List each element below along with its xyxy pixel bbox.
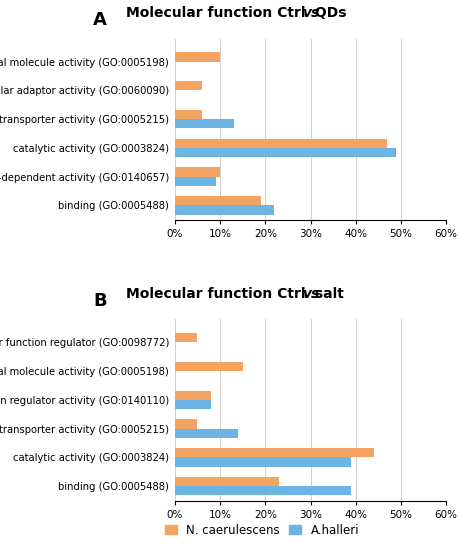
Bar: [174, 177, 215, 186]
Bar: [174, 390, 211, 400]
Text: A: A: [93, 12, 107, 29]
Bar: [174, 139, 386, 148]
Bar: [174, 52, 219, 62]
Text: vs: vs: [301, 7, 319, 20]
Bar: [174, 196, 260, 205]
Bar: [174, 400, 211, 409]
Text: Molecular function Ctrl: Molecular function Ctrl: [126, 287, 310, 301]
Bar: [174, 420, 197, 428]
Bar: [174, 477, 278, 486]
Bar: [174, 428, 238, 438]
Bar: [174, 486, 351, 496]
Bar: [174, 81, 202, 90]
Bar: [174, 148, 396, 157]
Bar: [174, 448, 373, 458]
Text: vs: vs: [301, 287, 319, 301]
Bar: [174, 167, 219, 177]
Text: QDs: QDs: [310, 7, 346, 20]
Bar: [174, 110, 202, 119]
Text: salt: salt: [310, 287, 344, 301]
Bar: [174, 119, 233, 128]
Bar: [174, 333, 197, 342]
Text: B: B: [93, 292, 107, 310]
Bar: [174, 362, 242, 371]
Bar: [174, 205, 274, 214]
Bar: [174, 458, 351, 466]
Legend: N. caerulescens, A.halleri: N. caerulescens, A.halleri: [160, 519, 363, 541]
Text: Molecular function Ctrl: Molecular function Ctrl: [126, 7, 310, 20]
